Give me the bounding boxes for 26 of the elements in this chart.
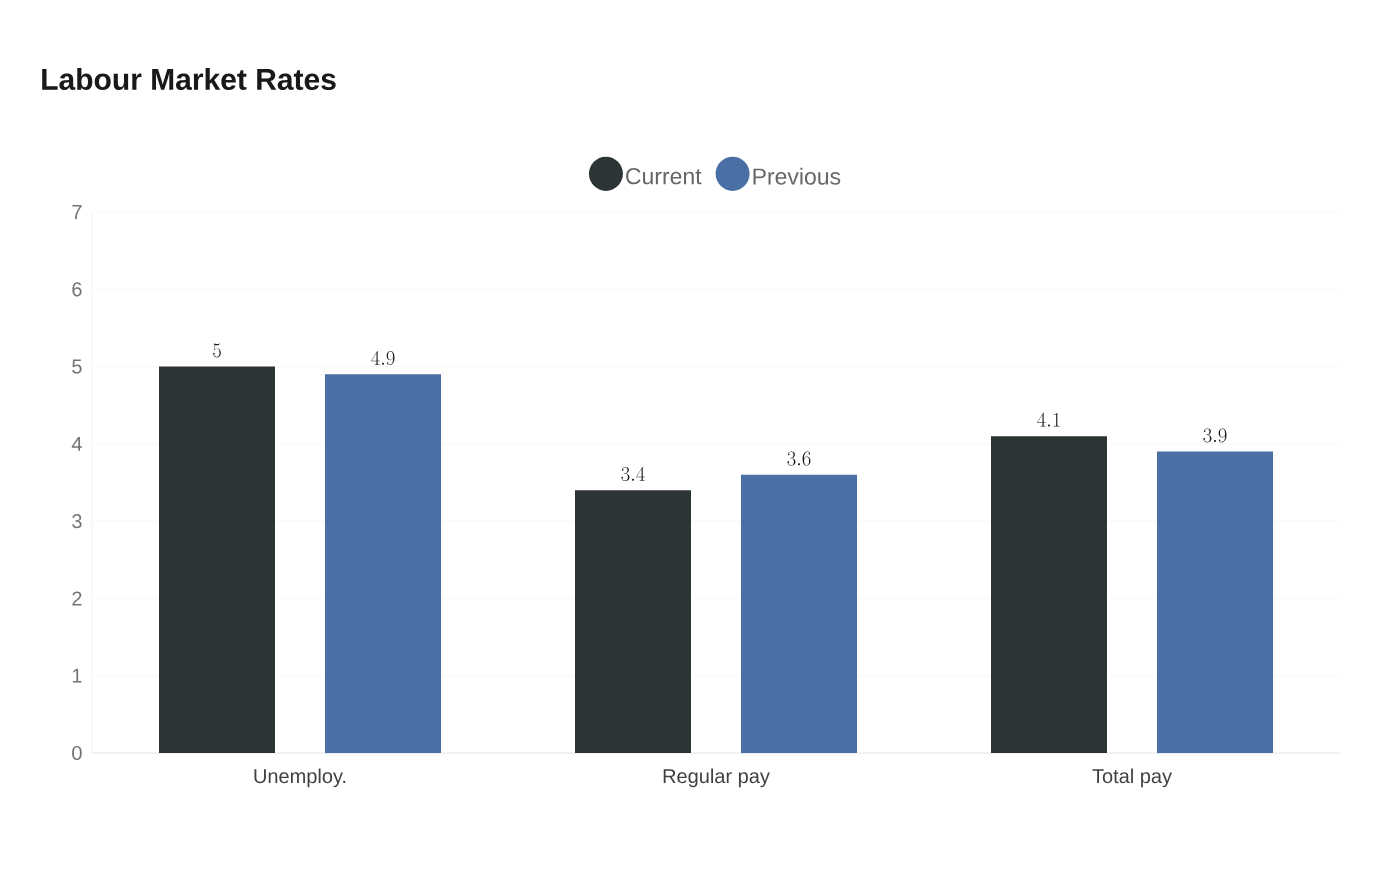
data-label: 3.4: [621, 466, 645, 482]
data-label: 5: [213, 343, 221, 358]
y-tick-label: 1: [72, 668, 82, 683]
bar: [325, 374, 441, 753]
x-tick-label: Total pay: [1092, 768, 1172, 788]
y-tick-label: 5: [72, 359, 82, 374]
bar: [575, 490, 691, 753]
y-tick-label: 7: [72, 205, 82, 219]
x-tick-label: Regular pay: [663, 768, 770, 788]
y-tick-label: 4: [71, 436, 82, 451]
y-tick-label: 6: [72, 282, 82, 297]
y-tick-label: 3: [72, 514, 82, 529]
bar: [741, 474, 857, 753]
y-tick-label: 2: [72, 591, 82, 606]
data-label: 4.9: [371, 350, 395, 366]
data-label: 3.6: [787, 451, 811, 466]
chart-title: Labour Market Rates: [42, 67, 336, 91]
y-tick-label: 0: [72, 745, 82, 761]
legend-label: Previous: [753, 167, 841, 185]
bar: [1157, 451, 1274, 753]
x-tick-label: Unemploy.: [254, 768, 346, 788]
legend-label: Current: [626, 168, 702, 185]
bar: [991, 436, 1107, 753]
bar: [159, 366, 275, 753]
data-label: 3.9: [1203, 428, 1227, 443]
data-label: 4. 1: [1037, 412, 1060, 427]
